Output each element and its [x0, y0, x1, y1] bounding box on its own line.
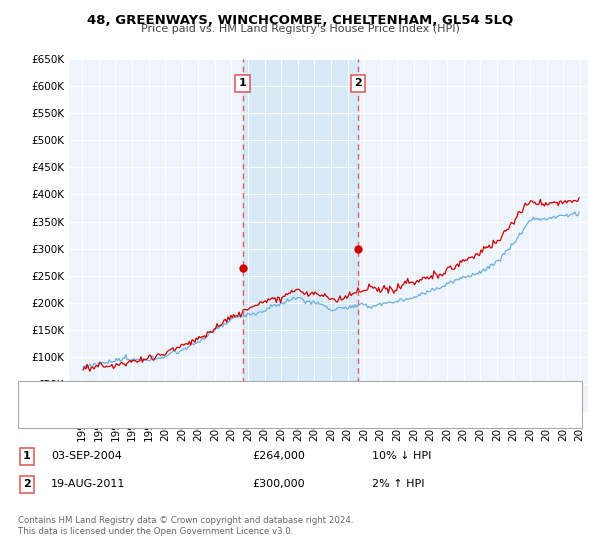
Text: 2: 2	[23, 479, 31, 489]
Text: —: —	[30, 409, 46, 424]
Text: —: —	[30, 386, 46, 402]
Text: Price paid vs. HM Land Registry's House Price Index (HPI): Price paid vs. HM Land Registry's House …	[140, 24, 460, 34]
Text: 1: 1	[239, 78, 247, 88]
Text: £264,000: £264,000	[252, 451, 305, 461]
Text: 2: 2	[354, 78, 362, 88]
Text: This data is licensed under the Open Government Licence v3.0.: This data is licensed under the Open Gov…	[18, 528, 293, 536]
Text: HPI: Average price, detached house, Tewkesbury: HPI: Average price, detached house, Tewk…	[54, 412, 296, 422]
Text: 19-AUG-2011: 19-AUG-2011	[51, 479, 125, 489]
Text: £300,000: £300,000	[252, 479, 305, 489]
Text: 1: 1	[23, 451, 31, 461]
Text: 03-SEP-2004: 03-SEP-2004	[51, 451, 122, 461]
Text: 48, GREENWAYS, WINCHCOMBE, CHELTENHAM, GL54 5LQ: 48, GREENWAYS, WINCHCOMBE, CHELTENHAM, G…	[87, 14, 513, 27]
Text: Contains HM Land Registry data © Crown copyright and database right 2024.: Contains HM Land Registry data © Crown c…	[18, 516, 353, 525]
Text: 48, GREENWAYS, WINCHCOMBE, CHELTENHAM, GL54 5LQ (detached house): 48, GREENWAYS, WINCHCOMBE, CHELTENHAM, G…	[54, 389, 432, 399]
Bar	[242, 59, 358, 412]
Text: 10% ↓ HPI: 10% ↓ HPI	[372, 451, 431, 461]
Text: 2% ↑ HPI: 2% ↑ HPI	[372, 479, 425, 489]
